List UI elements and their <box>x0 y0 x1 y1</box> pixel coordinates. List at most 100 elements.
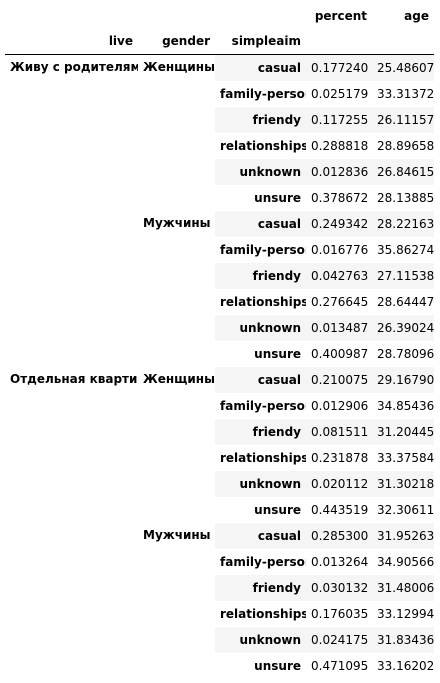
cell-percent: 0.081511 <box>306 419 372 445</box>
index-simpleaim: relationships <box>220 607 306 621</box>
cell-percent: 0.471095 <box>311 659 369 673</box>
table-row: unsure 0.443519 32.306117 <box>5 497 434 523</box>
cell-age: 28.896581 <box>377 139 434 153</box>
header-blank <box>215 3 306 28</box>
index-simpleaim: unsure <box>254 347 301 361</box>
cell-percent: 0.042763 <box>306 263 372 289</box>
cell-percent: 0.210075 <box>306 367 372 393</box>
cell-age: 33.129940 <box>377 607 434 621</box>
index-gender: Мужчины <box>143 216 211 230</box>
index-simpleaim: unsure <box>254 191 301 205</box>
cell-age: 26.111579 <box>372 107 434 133</box>
cell-percent: 0.231878 <box>311 451 369 465</box>
index-simpleaim: unsure <box>254 659 301 673</box>
column-header-age: age <box>404 8 429 23</box>
index-live: Отдельная квартира <box>10 372 138 386</box>
cell-percent: 0.176035 <box>311 607 369 621</box>
index-simpleaim: unsure <box>254 503 301 517</box>
header-blank <box>372 28 434 55</box>
index-simpleaim: casual <box>215 54 306 81</box>
index-name-gender: gender <box>138 28 215 55</box>
table-row: unsure 0.378672 28.138853 <box>5 185 434 211</box>
index-gender: Женщины <box>143 372 215 386</box>
cell-age: 31.834369 <box>372 627 434 653</box>
table-row: unsure 0.400987 28.780968 <box>5 341 434 367</box>
index-simpleaim: family-person <box>220 555 306 569</box>
cell-age: 34.905660 <box>377 555 434 569</box>
cell-age: 33.375844 <box>377 451 434 465</box>
cell-percent: 0.288818 <box>311 139 369 153</box>
cell-percent: 0.117255 <box>306 107 372 133</box>
cell-percent: 0.013264 <box>311 555 369 569</box>
cell-percent: 0.020112 <box>306 471 372 497</box>
table-row: family-person 0.013264 34.905660 <box>5 549 434 575</box>
cell-percent: 0.276645 <box>311 295 369 309</box>
cell-age: 31.480066 <box>372 575 434 601</box>
index-simpleaim: friendy <box>215 575 306 601</box>
header-row-index-names: live gender simpleaim <box>5 28 434 55</box>
table-row: relationships 0.288818 28.896581 <box>5 133 434 159</box>
index-simpleaim: casual <box>215 211 306 237</box>
cell-age: 29.167909 <box>372 367 434 393</box>
index-gender: Женщины <box>143 60 215 74</box>
cell-age: 33.162027 <box>377 659 434 673</box>
cell-age: 26.390244 <box>372 315 434 341</box>
cell-age: 28.644471 <box>377 295 434 309</box>
cell-age: 26.846154 <box>372 159 434 185</box>
dataframe-table: percent age live gender simpleaim Живу с… <box>5 3 434 679</box>
cell-age: 31.302181 <box>372 471 434 497</box>
cell-age: 34.854369 <box>377 399 434 413</box>
index-simpleaim: friendy <box>215 263 306 289</box>
cell-percent: 0.012836 <box>306 159 372 185</box>
cell-percent: 0.030132 <box>306 575 372 601</box>
index-gender: Мужчины <box>143 528 211 542</box>
cell-percent: 0.249342 <box>306 211 372 237</box>
cell-age: 28.221636 <box>372 211 434 237</box>
cell-age: 31.952632 <box>372 523 434 549</box>
index-simpleaim: relationships <box>220 451 306 465</box>
table-row: family-person 0.016776 35.862745 <box>5 237 434 263</box>
cell-percent: 0.400987 <box>311 347 369 361</box>
table-row: Живу с родителями Женщины casual 0.177240 25… <box>5 54 434 81</box>
cell-age: 32.306117 <box>377 503 434 517</box>
index-simpleaim: unknown <box>215 471 306 497</box>
index-simpleaim: family-person <box>220 399 306 413</box>
cell-age: 25.486072 <box>372 54 434 81</box>
table-row: relationships 0.176035 33.129940 <box>5 601 434 627</box>
index-simpleaim: relationships <box>220 139 306 153</box>
cell-percent: 0.013487 <box>306 315 372 341</box>
header-blank <box>306 28 372 55</box>
cell-percent: 0.285300 <box>306 523 372 549</box>
cell-age: 27.115385 <box>372 263 434 289</box>
index-name-live: live <box>5 28 138 55</box>
cell-age: 31.204458 <box>372 419 434 445</box>
table-body: Живу с родителями Женщины casual 0.177240 25… <box>5 54 434 680</box>
table-row: unsure 0.471095 33.162027 <box>5 653 434 679</box>
index-simpleaim: unknown <box>215 627 306 653</box>
index-simpleaim: relationships <box>220 295 306 309</box>
index-simpleaim: casual <box>215 367 306 393</box>
cell-age: 33.313725 <box>377 87 434 101</box>
cell-percent: 0.443519 <box>311 503 369 517</box>
index-live: Живу с родителями <box>10 60 138 74</box>
index-simpleaim: unknown <box>215 315 306 341</box>
table-header: percent age live gender simpleaim <box>5 3 434 55</box>
cell-percent: 0.024175 <box>306 627 372 653</box>
table-row: family-person 0.012906 34.854369 <box>5 393 434 419</box>
cell-age: 28.780968 <box>377 347 434 361</box>
index-simpleaim: friendy <box>215 107 306 133</box>
cell-percent: 0.012906 <box>311 399 369 413</box>
header-row-columns: percent age <box>5 3 434 28</box>
index-simpleaim: casual <box>215 523 306 549</box>
index-name-simpleaim: simpleaim <box>215 28 306 55</box>
